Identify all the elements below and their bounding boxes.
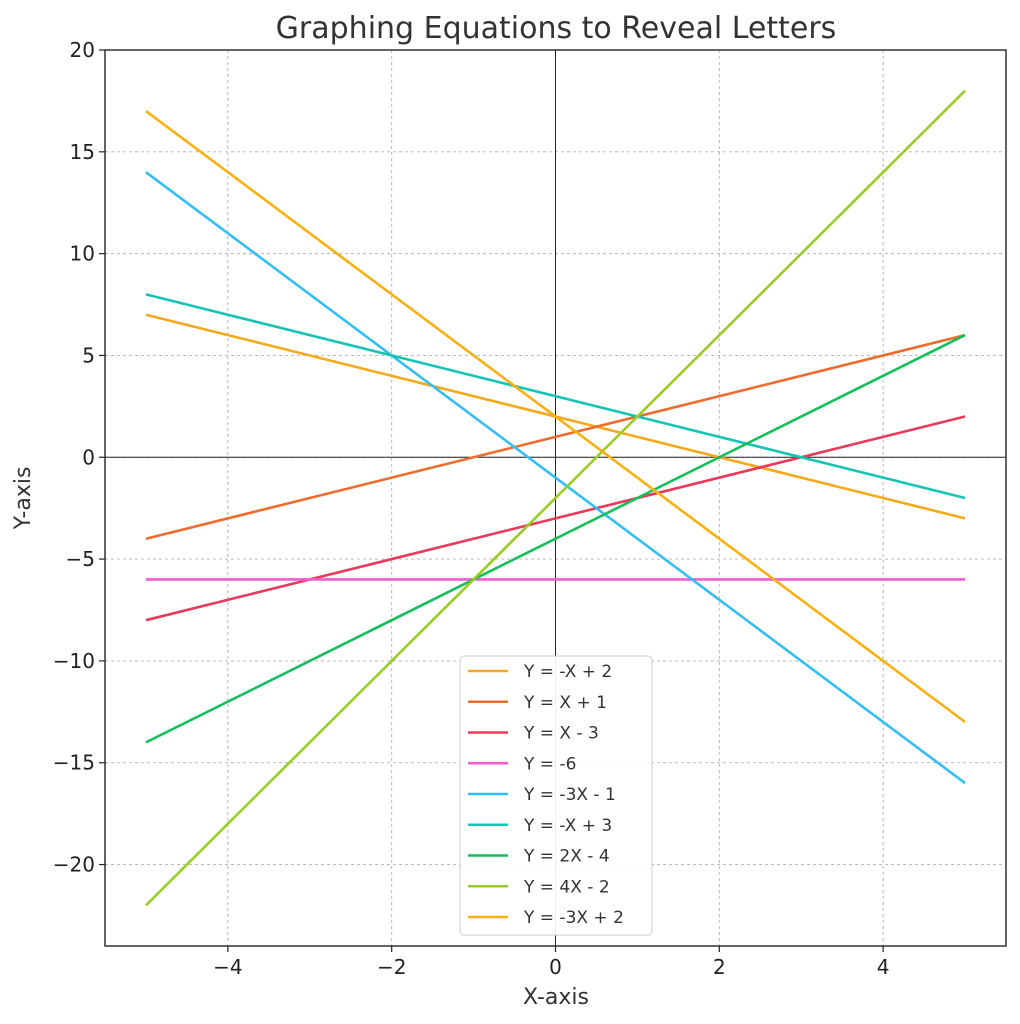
x-tick-label: 0 [549,955,562,979]
series-line [145,333,966,744]
x-tick-label: −4 [213,955,242,979]
series-line [145,415,966,622]
legend-label: Y = -3X + 2 [523,908,624,928]
series-line [145,110,966,724]
series-line [145,333,966,540]
legend-label: Y = 2X - 4 [523,847,610,867]
legend-label: Y = -6 [523,754,576,774]
series-line [145,293,966,500]
legend-label: Y = -X + 2 [523,662,612,682]
y-tick-label: −10 [53,649,95,673]
x-tick-label: 4 [877,955,890,979]
y-tick-label: −5 [66,547,95,571]
legend-label: Y = -3X - 1 [523,785,616,805]
legend: Y = -X + 2 Y = X + 1 Y = X - 3 Y = -6 Y = -3… [459,655,653,936]
chart-title: Graphing Equations to Reveal Letters [276,11,837,46]
legend-label: Y = -X + 3 [523,816,612,836]
y-tick-label: −20 [53,853,95,877]
x-tick-label: 2 [713,955,726,979]
series-layer [145,89,966,907]
y-tick-label: 0 [82,445,95,469]
y-axis-label: Y-axis [11,467,36,531]
y-tick-label: 20 [70,38,95,62]
legend-label: Y = X - 3 [523,724,599,744]
legend-box [459,655,653,936]
x-tick-label: −2 [377,955,406,979]
series-line [145,171,966,785]
legend-label: Y = 4X - 2 [523,877,610,897]
x-axis-label: X-axis [523,985,589,1010]
y-tick-label: 10 [70,242,95,266]
y-tick-label: 5 [82,343,95,367]
series-line [145,89,966,907]
legend-label: Y = X + 1 [523,693,607,713]
y-tick-label: 15 [70,140,95,164]
y-tick-label: −15 [53,751,95,775]
